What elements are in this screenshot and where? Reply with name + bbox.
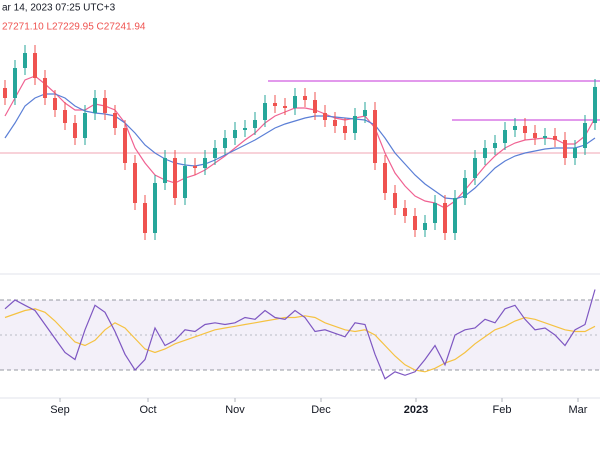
candle-body [523, 126, 527, 133]
candle-body [163, 158, 167, 183]
candle-body [303, 96, 307, 100]
candle-body [473, 158, 477, 178]
candle-body [223, 138, 227, 148]
candle-body [93, 98, 97, 113]
x-tick-label: Feb [493, 404, 512, 416]
candle-body [133, 163, 137, 203]
candle-body [323, 113, 327, 120]
candle-body [153, 183, 157, 233]
candle-body [363, 110, 367, 116]
x-tick-label: Dec [311, 404, 331, 416]
candle-body [413, 216, 417, 230]
candle-body [403, 208, 407, 216]
candle-body [53, 98, 57, 110]
candle-body [243, 128, 247, 130]
candle-body [453, 198, 457, 233]
candle-body [73, 123, 77, 138]
candle-body [33, 53, 37, 78]
candle-body [383, 163, 387, 193]
candle-body [193, 166, 197, 168]
candle-body [393, 193, 397, 208]
candle-body [103, 98, 107, 113]
candle-body [423, 223, 427, 230]
candle-body [263, 103, 267, 120]
candle-body [173, 158, 177, 198]
candle-body [583, 123, 587, 148]
candle-body [83, 113, 87, 138]
candle-body [503, 130, 507, 143]
candle-body [203, 158, 207, 168]
candle-body [493, 143, 497, 148]
x-tick-label: 2023 [404, 404, 428, 416]
candle-body [273, 103, 277, 106]
candle-body [463, 178, 467, 198]
candle-body [553, 136, 557, 140]
rsi-ma-line [4, 308, 596, 373]
x-tick-label: Nov [225, 404, 245, 416]
candle-body [183, 166, 187, 198]
candle-body [333, 120, 337, 126]
candle-body [113, 113, 117, 128]
candle-body [573, 148, 577, 158]
candle-body [293, 96, 297, 108]
candle-body [313, 100, 317, 113]
candle-body [543, 136, 547, 138]
x-tick-label: Oct [139, 404, 156, 416]
candle-body [3, 88, 7, 98]
candle-body [483, 148, 487, 158]
candle-body [433, 203, 437, 223]
candle-body [13, 68, 17, 98]
candle-body [373, 110, 377, 163]
candle-body [123, 128, 127, 163]
candle-body [63, 110, 67, 123]
candle-body [283, 106, 287, 108]
candle-body [443, 203, 447, 233]
moving-average [4, 93, 596, 200]
candle-body [143, 203, 147, 233]
x-tick-label: Mar [569, 404, 588, 416]
candle-body [533, 133, 537, 138]
candle-body [353, 116, 357, 133]
candle-body [43, 78, 47, 98]
candle-body [593, 86, 597, 123]
header-date: ar 14, 2023 07:25 UTC+3 [2, 3, 116, 14]
candle-body [253, 120, 257, 128]
candle-body [343, 126, 347, 133]
candle-body [213, 148, 217, 158]
candle-body [513, 126, 517, 130]
rsi-line [4, 289, 596, 380]
candle-body [233, 130, 237, 138]
x-tick-label: Sep [50, 404, 70, 416]
header-ohlc: 27271.10 L27229.95 C27241.94 [2, 22, 146, 33]
candle-body [563, 140, 567, 158]
candle-body [23, 53, 27, 68]
